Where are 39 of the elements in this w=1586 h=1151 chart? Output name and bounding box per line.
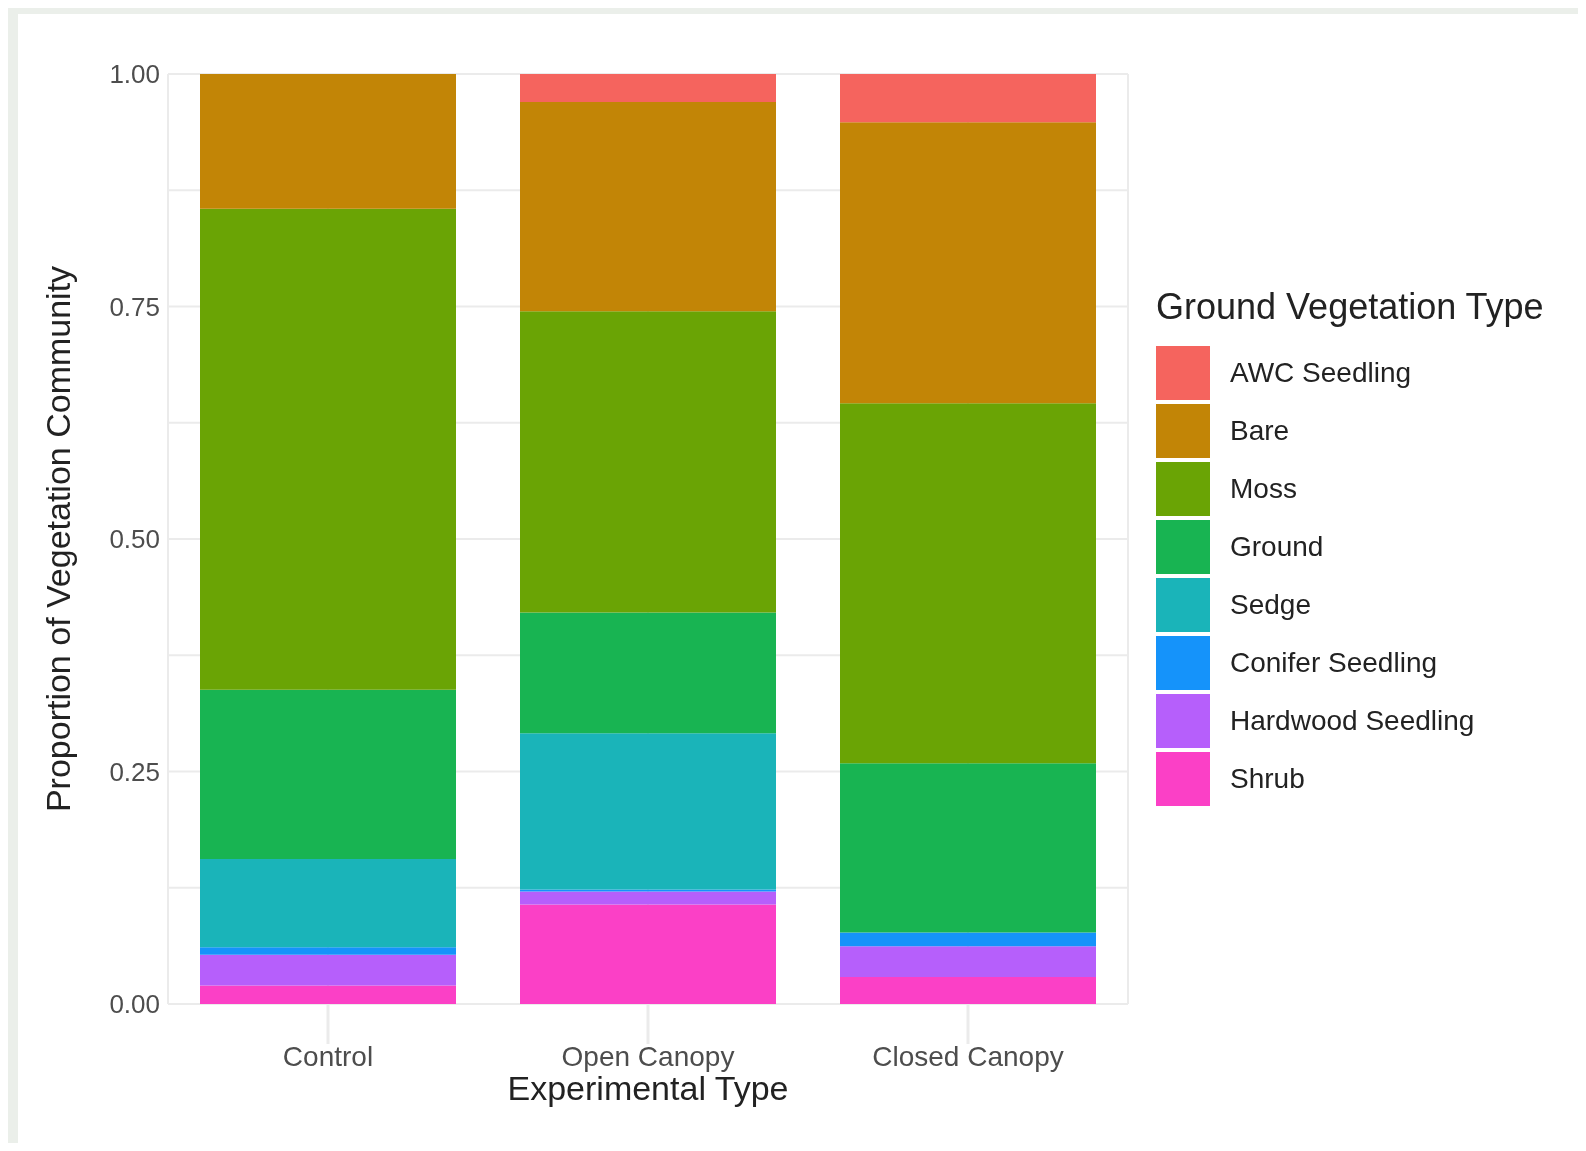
y-axis-title: Proportion of Vegetation Community [39, 265, 78, 813]
bar [200, 858, 456, 948]
legend-label: Hardwood Seedling [1230, 705, 1475, 737]
x-tick-label: Open Canopy [561, 1040, 735, 1072]
bar [840, 74, 1096, 123]
bar [520, 891, 776, 905]
legend-label: Conifer Seedling [1230, 647, 1438, 679]
bar [520, 904, 776, 1004]
bar [520, 733, 776, 890]
bar [840, 122, 1096, 404]
bar [840, 946, 1096, 978]
legend-title: Ground Vegetation Type [1156, 286, 1544, 328]
x-tick-label: Closed Canopy [872, 1040, 1064, 1072]
bar [200, 985, 456, 1004]
bar [200, 689, 456, 859]
legend-label: Shrub [1230, 763, 1305, 795]
bar [840, 403, 1096, 764]
bar [200, 947, 456, 955]
bar [840, 977, 1096, 1004]
bar [520, 101, 776, 312]
bar [840, 932, 1096, 947]
y-tick-label: 0.50 [109, 524, 160, 555]
y-tick-label: 1.00 [109, 59, 160, 90]
bar [520, 311, 776, 613]
y-tick-label: 0.25 [109, 756, 160, 787]
legend-label: Bare [1230, 415, 1290, 447]
bar [840, 763, 1096, 933]
bar [520, 612, 776, 734]
legend-label: Sedge [1230, 589, 1311, 621]
bar [520, 74, 776, 102]
y-tick-label: 0.75 [109, 291, 160, 322]
bar [200, 954, 456, 986]
legend-label: Ground [1230, 531, 1324, 563]
y-tick-label: 0.00 [109, 989, 160, 1020]
legend-label: AWC Seedling [1230, 357, 1412, 389]
legend-label: Moss [1230, 473, 1297, 505]
bar [200, 74, 456, 209]
x-tick-label: Control [282, 1040, 374, 1072]
bar [200, 208, 456, 690]
